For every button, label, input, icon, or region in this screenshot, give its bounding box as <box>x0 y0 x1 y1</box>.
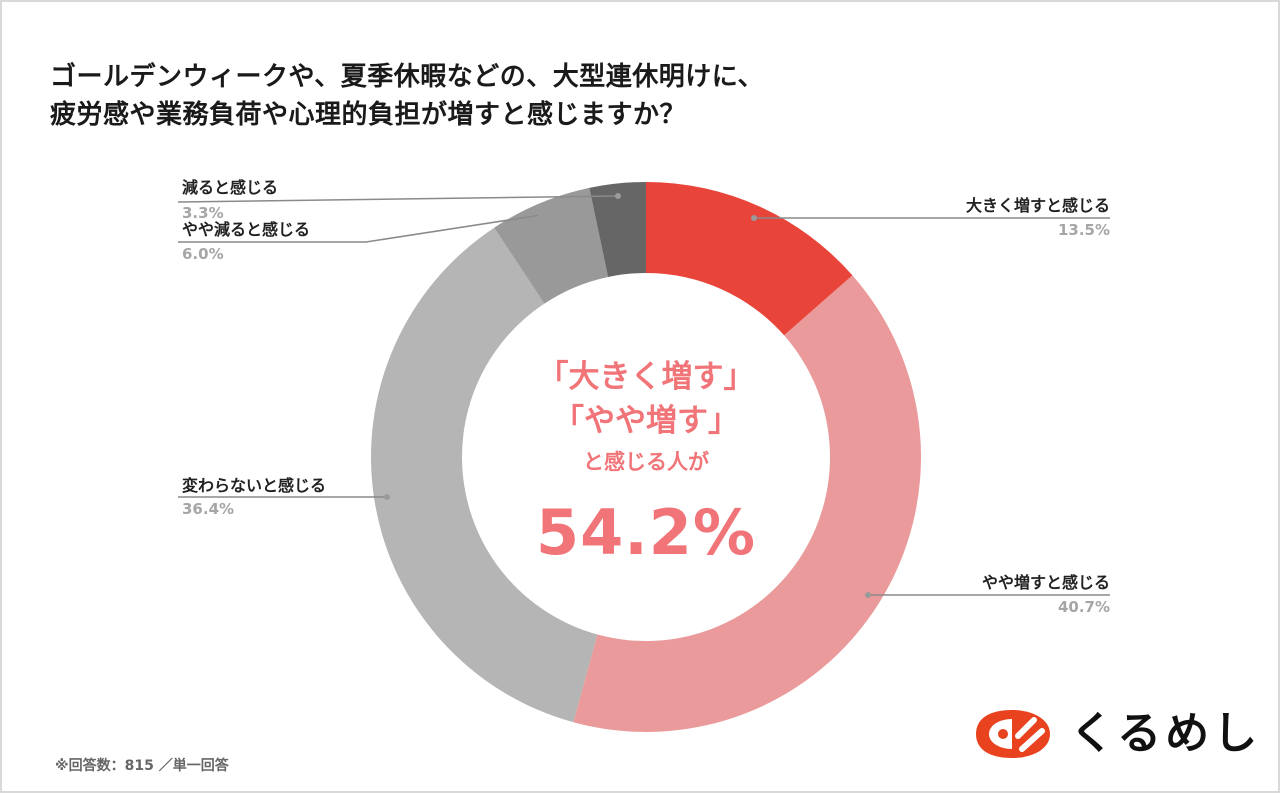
pct-decrease: 3.3% <box>182 204 224 222</box>
slice-decrease <box>589 182 646 277</box>
pct-no-change: 36.4% <box>182 500 235 518</box>
pct-greatly-increase: 13.5% <box>1057 221 1110 239</box>
slice-somewhat-decrease <box>494 187 609 304</box>
center-value: 54.2% <box>535 496 757 569</box>
label-somewhat-decrease: やや減ると感じる <box>182 220 311 239</box>
chart-title-line-1: ゴールデンウィークや、夏季休暇などの、大型連休明けに、 <box>50 62 764 92</box>
center-line-1: 「大きく増す」 <box>537 359 755 395</box>
leader-lines <box>177 195 1110 596</box>
label-no-change: 変わらないと感じる <box>182 476 327 495</box>
label-somewhat-increase: やや増すと感じる <box>981 573 1110 592</box>
center-line-2: 「やや増す」 <box>553 403 739 439</box>
footnote: ※回答数：815 ／単一回答 <box>55 758 229 774</box>
chart-title: ゴールデンウィークや、夏季休暇などの、大型連休明けに、 疲労感や業務負荷や心理的… <box>50 58 764 134</box>
kurumeshi-logo: くるめし <box>972 706 1261 762</box>
center-line-3: と感じる人が <box>583 450 709 474</box>
leader-line-somewhat-decrease <box>178 214 542 243</box>
donut-slices <box>370 182 921 732</box>
leader-line-decrease <box>177 195 619 203</box>
kurumeshi-logo-icon <box>976 710 1050 758</box>
pct-somewhat-decrease: 6.0% <box>182 245 224 263</box>
logo-text: くるめし <box>1070 708 1262 759</box>
slice-somewhat-increase <box>573 275 921 732</box>
slice-greatly-increase <box>646 182 853 336</box>
pct-somewhat-increase: 40.7% <box>1057 598 1110 616</box>
slice-no-change <box>370 227 598 723</box>
leader-dots <box>384 193 871 598</box>
chart-title-line-2: 疲労感や業務負荷や心理的負担が増すと感じますか？ <box>50 100 687 130</box>
label-decrease: 減ると感じる <box>182 178 279 197</box>
label-greatly-increase: 大きく増すと感じる <box>965 196 1110 215</box>
center-annotation: 「大きく増す」 「やや増す」 と感じる人が 54.2% <box>476 355 816 571</box>
